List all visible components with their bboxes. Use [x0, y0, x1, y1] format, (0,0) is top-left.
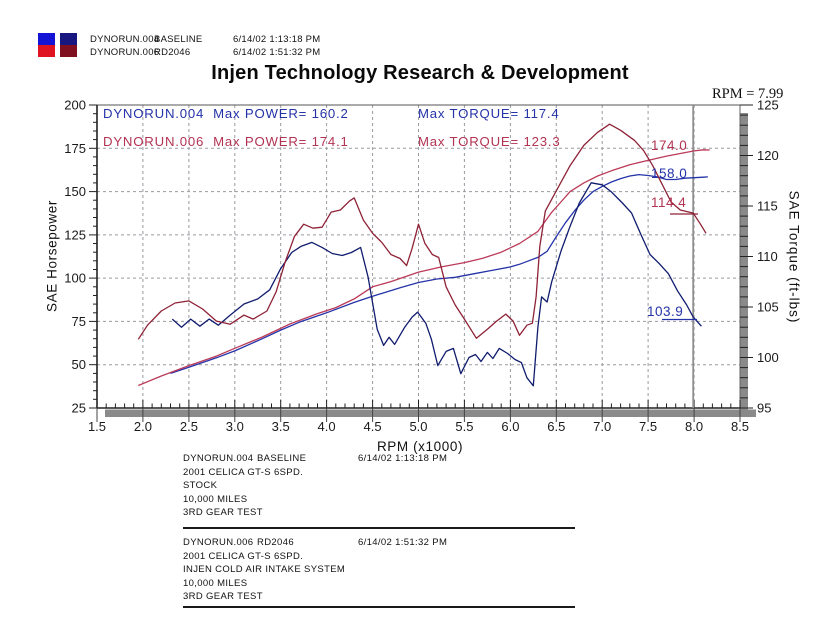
footer-divider-2: [183, 606, 575, 608]
svg-text:125: 125: [64, 227, 86, 242]
svg-text:3.0: 3.0: [226, 419, 244, 434]
run1-label: BASELINE: [154, 34, 203, 45]
readout-red-torque: 114.4: [651, 195, 687, 210]
run2-header-row: DYNORUN.006RD2046 6/14/02 1:51:32 PM: [90, 47, 320, 58]
footer-run1-timestamp: 6/14/02 1:13:18 PM: [358, 453, 448, 464]
svg-text:6.5: 6.5: [547, 419, 565, 434]
run2-file: DYNORUN.006: [90, 47, 160, 58]
svg-text:25: 25: [72, 401, 86, 416]
readout-blue-power: 158.0: [651, 166, 688, 181]
svg-text:75: 75: [72, 314, 86, 329]
legend-run1-power: DYNORUN.004 Max POWER= 160.2: [103, 106, 349, 121]
legend-run2-power: DYNORUN.006 Max POWER= 174.1: [103, 134, 349, 149]
svg-text:110: 110: [757, 249, 778, 264]
svg-text:6.0: 6.0: [501, 419, 519, 434]
run2-label: RD2046: [154, 47, 191, 58]
svg-text:120: 120: [757, 148, 779, 163]
svg-text:1.5: 1.5: [88, 419, 106, 434]
legend-run2-torque: Max TORQUE= 123.3: [418, 134, 561, 149]
readout-red-power: 174.0: [651, 138, 688, 153]
footer-run1-name-row: DYNORUN.004 BASELINE 6/14/02 1:13:18 PM: [183, 453, 448, 464]
svg-text:7.5: 7.5: [639, 419, 657, 434]
footer-divider-1: [183, 527, 575, 529]
svg-text:2.0: 2.0: [134, 419, 152, 434]
svg-text:105: 105: [757, 300, 779, 315]
svg-text:4.5: 4.5: [364, 419, 382, 434]
svg-text:7.0: 7.0: [593, 419, 611, 434]
svg-text:175: 175: [64, 141, 86, 156]
footer-run2-block: DYNORUN.006 RD2046 6/14/02 1:51:32 PM 200…: [183, 537, 448, 602]
run1-timestamp: 6/14/02 1:13:18 PM: [233, 34, 321, 45]
svg-text:8.5: 8.5: [731, 419, 749, 434]
readout-blue-torque: 103.9: [647, 304, 684, 319]
svg-text:3.5: 3.5: [272, 419, 290, 434]
footer-run1-block: DYNORUN.004 BASELINE 6/14/02 1:13:18 PM 2…: [183, 453, 448, 518]
svg-text:2.5: 2.5: [180, 419, 198, 434]
svg-text:115: 115: [757, 199, 778, 214]
footer-run2-name-row: DYNORUN.006 RD2046 6/14/02 1:51:32 PM: [183, 537, 448, 548]
svg-text:5.5: 5.5: [455, 419, 473, 434]
svg-text:50: 50: [72, 357, 86, 372]
left-axis-title: SAE Horsepower: [44, 200, 60, 312]
svg-text:150: 150: [64, 184, 86, 199]
cursor-rpm-label: RPM = 7.99: [712, 86, 784, 102]
run2-timestamp: 6/14/02 1:51:32 PM: [233, 47, 321, 58]
right-axis-title: SAE Torque (ft-lbs): [786, 190, 802, 324]
svg-text:100: 100: [757, 350, 779, 365]
x-axis-title: RPM (x1000): [376, 439, 464, 454]
svg-text:4.0: 4.0: [318, 419, 336, 434]
run2-color-chip: [60, 33, 77, 57]
svg-text:8.0: 8.0: [685, 419, 703, 434]
run1-color-chip: [38, 33, 55, 57]
svg-text:125: 125: [757, 98, 779, 113]
legend-run1-torque: Max TORQUE= 117.4: [418, 106, 560, 121]
svg-text:95: 95: [757, 401, 771, 416]
svg-text:200: 200: [64, 98, 86, 113]
run1-file: DYNORUN.004: [90, 34, 160, 45]
run1-header-row: DYNORUN.004BASELINE 6/14/02 1:13:18 PM: [90, 34, 320, 45]
page-title: Injen Technology Research & Development: [211, 62, 629, 84]
dyno-chart: 25 50 75 100 125 150 175 200 1.5 2.0 2.5 3.0 3.5 4.0 4…: [64, 98, 779, 435]
footer-run2-timestamp: 6/14/02 1:51:32 PM: [358, 537, 448, 548]
svg-text:100: 100: [64, 271, 86, 286]
svg-text:5.0: 5.0: [409, 419, 427, 434]
